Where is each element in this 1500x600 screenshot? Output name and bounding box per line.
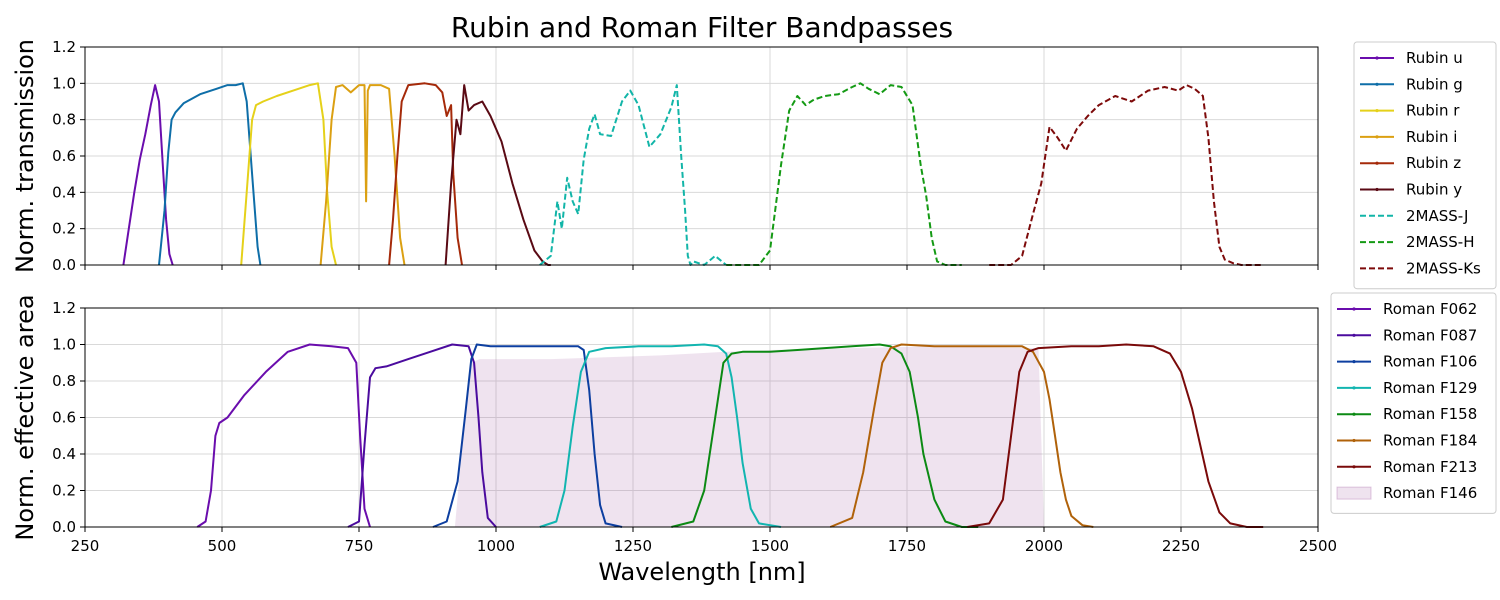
x-tick-label: 1500 xyxy=(751,537,789,555)
y-tick-label: 1.0 xyxy=(52,74,76,92)
x-axis-label: Wavelength [nm] xyxy=(598,558,805,586)
roman-f146-area xyxy=(454,346,1044,527)
legend-marker xyxy=(1352,412,1356,416)
roman-f087-line xyxy=(347,343,497,528)
legend-label-roman-f062: Roman F062 xyxy=(1383,300,1477,318)
rubin-g-line xyxy=(158,82,262,266)
y-tick-label: 0.2 xyxy=(52,482,76,500)
roman-panel-y-ticks: 0.0 0.2 0.4 0.6 0.8 1.0 1.2 xyxy=(52,299,85,536)
legend-marker xyxy=(1352,360,1356,364)
roman-f213-line xyxy=(967,343,1264,528)
y-tick-label: 0.0 xyxy=(52,518,76,536)
roman-f158-line xyxy=(671,343,979,528)
legend-label-rubin-z: Rubin z xyxy=(1406,154,1461,172)
legend-marker xyxy=(1352,333,1356,337)
rubin-panel: 0.0 0.2 0.4 0.6 0.8 1.0 1.2 Norm. transmission… xyxy=(11,38,1497,290)
x-tick-label: 1250 xyxy=(614,537,652,555)
legend-swatch-roman-f146 xyxy=(1336,486,1372,500)
roman-f106-line xyxy=(432,343,623,528)
y-tick-label: 0.0 xyxy=(52,256,76,274)
legend-box xyxy=(1330,292,1497,514)
2mass-j-line xyxy=(539,84,727,266)
chart-title: Rubin and Roman Filter Bandpasses xyxy=(451,11,953,44)
x-tick-label: 2000 xyxy=(1025,537,1063,555)
roman-panel-fills xyxy=(454,346,1044,527)
roman-panel: 0.0 0.2 0.4 0.6 0.8 1.0 1.2 250 500 750 1000 1250 1… xyxy=(11,292,1497,555)
legend-label-roman-f213: Roman F213 xyxy=(1383,458,1477,476)
legend-marker xyxy=(1375,135,1379,139)
rubin-panel-grid xyxy=(84,46,1319,266)
y-tick-label: 1.2 xyxy=(52,38,76,56)
2mass-ks-line xyxy=(989,84,1264,266)
x-tick-label: 1750 xyxy=(888,537,926,555)
roman-panel-x-ticks: 250 500 750 1000 1250 1500 1750 2000 2250 2500 xyxy=(71,527,1337,555)
legend-marker xyxy=(1375,82,1379,86)
roman-legend: Roman F062 Roman F087 Roman F106 Roman F129… xyxy=(1330,292,1497,514)
y-tick-label: 0.8 xyxy=(52,111,76,129)
rubin-panel-y-ticks: 0.0 0.2 0.4 0.6 0.8 1.0 1.2 xyxy=(52,38,85,274)
roman-y-axis-label: Norm. effective area xyxy=(11,294,39,540)
rubin-i-line xyxy=(319,84,406,266)
rubin-legend: Rubin u Rubin g Rubin r Rubin i Rubin z Rubin… xyxy=(1353,41,1497,290)
roman-f062-line xyxy=(196,343,371,528)
legend-marker xyxy=(1375,56,1379,60)
legend-marker xyxy=(1352,386,1356,390)
legend-label-roman-f158: Roman F158 xyxy=(1383,405,1477,423)
legend-label-rubin-i: Rubin i xyxy=(1406,128,1457,146)
legend-label-roman-f106: Roman F106 xyxy=(1383,353,1477,371)
legend-marker xyxy=(1375,109,1379,113)
rubin-r-line xyxy=(240,82,337,266)
y-tick-label: 1.0 xyxy=(52,336,76,354)
legend-box xyxy=(1353,41,1497,290)
rubin-panel-series xyxy=(122,82,1264,266)
roman-f129-line xyxy=(539,343,782,528)
x-tick-label: 2500 xyxy=(1299,537,1337,555)
x-tick-label: 250 xyxy=(71,537,100,555)
y-tick-label: 0.6 xyxy=(52,147,76,165)
legend-label-roman-f129: Roman F129 xyxy=(1383,379,1477,397)
2mass-h-line xyxy=(726,82,962,266)
legend-label-2mass-h: 2MASS-H xyxy=(1406,233,1474,251)
roman-panel-series xyxy=(196,343,1264,528)
x-tick-label: 2250 xyxy=(1162,537,1200,555)
rubin-y-line xyxy=(444,84,551,266)
legend-label-2mass-ks: 2MASS-Ks xyxy=(1406,259,1481,277)
legend-label-rubin-y: Rubin y xyxy=(1406,181,1462,199)
y-tick-label: 0.6 xyxy=(52,409,76,427)
y-tick-label: 1.2 xyxy=(52,299,76,317)
y-tick-label: 0.4 xyxy=(52,183,76,201)
legend-marker xyxy=(1375,161,1379,165)
legend-label-rubin-u: Rubin u xyxy=(1406,49,1463,67)
rubin-y-axis-label: Norm. transmission xyxy=(11,39,39,273)
legend-marker xyxy=(1352,307,1356,311)
legend-label-rubin-r: Rubin r xyxy=(1406,102,1460,120)
y-tick-label: 0.8 xyxy=(52,372,76,390)
rubin-u-line xyxy=(122,84,174,266)
legend-label-2mass-j: 2MASS-J xyxy=(1406,207,1468,225)
x-tick-label: 500 xyxy=(208,537,237,555)
y-tick-label: 0.4 xyxy=(52,445,76,463)
legend-marker xyxy=(1352,465,1356,469)
legend-label-roman-f087: Roman F087 xyxy=(1383,326,1477,344)
legend-label-roman-f184: Roman F184 xyxy=(1383,432,1477,450)
legend-label-rubin-g: Rubin g xyxy=(1406,75,1463,93)
legend-marker xyxy=(1375,187,1379,192)
roman-f184-line xyxy=(829,343,1094,528)
y-tick-label: 0.2 xyxy=(52,220,76,238)
legend-label-roman-f146: Roman F146 xyxy=(1383,484,1477,502)
legend-marker xyxy=(1352,438,1356,443)
x-tick-label: 750 xyxy=(345,537,374,555)
x-tick-label: 1000 xyxy=(477,537,515,555)
rubin-z-line xyxy=(388,82,463,266)
rubin-panel-x-ticks xyxy=(84,265,1319,270)
